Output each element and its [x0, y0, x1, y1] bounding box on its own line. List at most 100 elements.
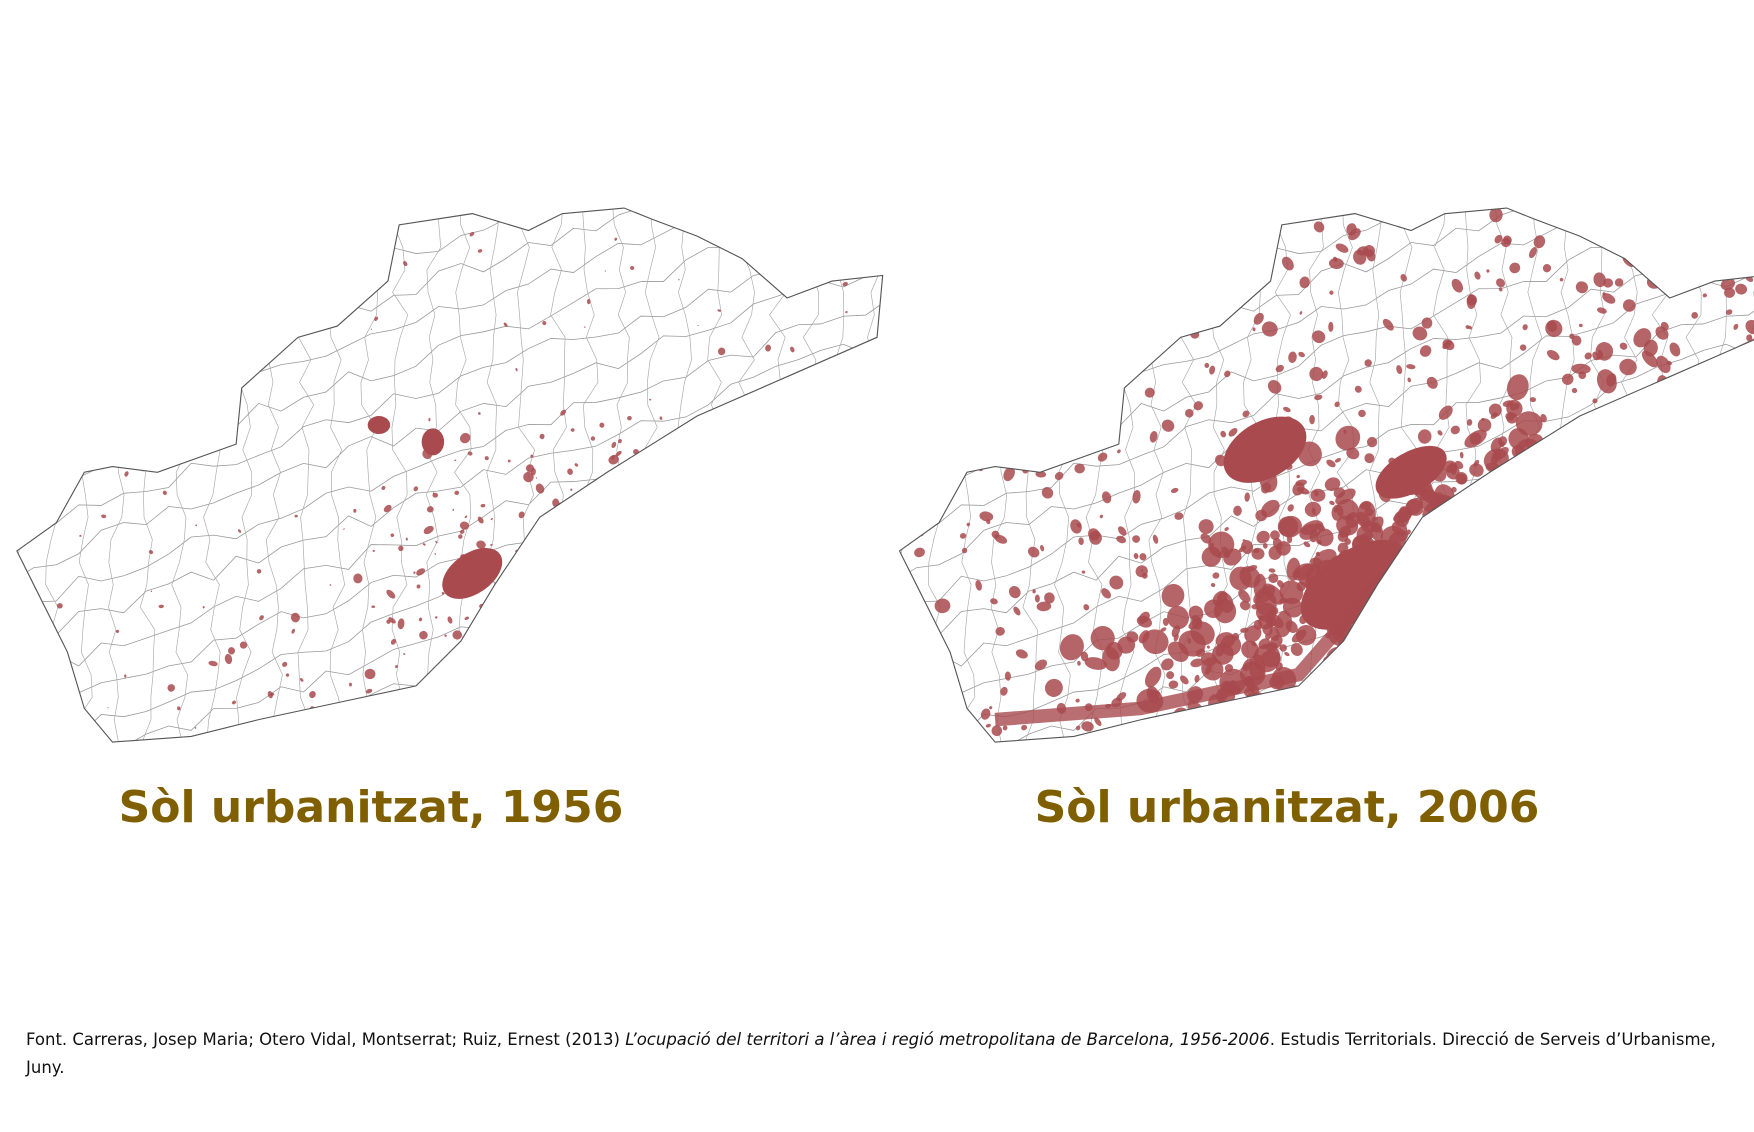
urban-area — [1213, 599, 1237, 624]
urban-area — [1145, 666, 1162, 688]
urban-area — [1109, 575, 1124, 590]
urban-area — [1513, 495, 1525, 503]
urban-area — [1654, 547, 1667, 562]
urban-area — [853, 427, 856, 430]
urban-area — [1027, 546, 1040, 558]
urban-area — [1344, 538, 1351, 545]
urban-area — [1599, 524, 1606, 532]
urban-area — [1735, 426, 1740, 432]
urban-area — [1047, 352, 1055, 358]
urban-area — [1174, 512, 1184, 520]
urban-area — [434, 553, 437, 555]
urban-area — [1209, 365, 1216, 375]
urban-area — [397, 618, 405, 630]
urban-area — [111, 445, 115, 448]
urban-area — [462, 656, 467, 661]
urban-area — [443, 659, 447, 664]
urban-area — [381, 485, 386, 491]
urban-area — [845, 311, 848, 314]
urban-area — [1253, 619, 1263, 630]
urban-area — [518, 511, 525, 519]
urban-area — [1686, 713, 1696, 722]
urban-area — [1380, 607, 1386, 616]
urban-area — [489, 672, 491, 675]
urban-area — [1313, 221, 1325, 233]
urban-area — [1408, 566, 1424, 582]
urban-area — [1708, 505, 1713, 513]
urban-area — [1398, 725, 1414, 742]
urban-area — [1358, 409, 1366, 418]
urban-area — [435, 616, 438, 619]
urban-area — [1477, 482, 1487, 491]
urban-area — [1658, 266, 1673, 281]
urban-area — [959, 533, 967, 539]
urban-area — [1061, 266, 1069, 277]
urban-area — [1740, 650, 1749, 661]
urban-area — [459, 432, 471, 444]
urban-area — [1466, 419, 1473, 426]
urban-area — [934, 598, 951, 614]
urban-area — [1495, 485, 1511, 496]
urban-area — [1691, 592, 1705, 606]
urban-area — [1575, 281, 1588, 294]
urban-area — [477, 412, 481, 415]
urban-area — [1452, 612, 1464, 625]
urban-area — [1284, 701, 1311, 723]
urban-area — [1439, 508, 1451, 522]
urban-area — [1206, 645, 1210, 649]
urban-area — [1044, 381, 1059, 396]
urban-area — [842, 281, 848, 287]
urban-area — [1550, 708, 1559, 719]
urban-area — [493, 589, 503, 597]
urban-area — [1571, 363, 1591, 375]
urban-area — [1044, 592, 1055, 604]
urban-area — [1296, 486, 1310, 495]
urban-area — [72, 406, 75, 409]
urban-area — [1041, 487, 1054, 499]
urban-area — [1584, 352, 1592, 360]
urban-area — [1666, 360, 1672, 366]
urban-area — [1256, 265, 1264, 277]
urban-area — [1092, 331, 1103, 343]
urban-area — [1288, 351, 1297, 363]
boundary — [899, 254, 1754, 582]
urban-area — [1633, 328, 1652, 348]
urban-area — [1313, 490, 1319, 497]
urban-area — [1702, 293, 1707, 298]
urban-area — [1429, 581, 1443, 590]
urban-area — [1477, 653, 1487, 663]
urban-area — [1364, 453, 1375, 464]
urban-area — [45, 411, 48, 414]
urban-area — [1162, 617, 1169, 626]
urban-area — [1494, 494, 1503, 509]
urban-area — [447, 616, 453, 624]
urban-area — [1522, 550, 1526, 555]
boundary — [899, 291, 1754, 606]
urban-area — [1233, 505, 1242, 516]
urban-area — [978, 235, 987, 245]
urban-area — [1268, 606, 1279, 616]
urban-area — [1486, 269, 1490, 273]
urban-area — [1489, 208, 1503, 223]
urban-area — [992, 318, 998, 326]
urban-area — [597, 656, 601, 660]
urban-area — [1167, 605, 1189, 630]
urban-area — [1007, 413, 1022, 426]
urban-area — [1399, 506, 1407, 513]
urban-area — [1258, 694, 1280, 717]
urban-area — [484, 456, 489, 461]
urban-area — [1188, 605, 1204, 622]
urban-area — [1594, 417, 1607, 430]
urban-area — [1673, 690, 1683, 699]
urban-area — [1469, 463, 1484, 477]
urban-area — [804, 526, 810, 531]
urban-area — [107, 707, 109, 709]
urban-area — [149, 232, 152, 235]
urban-area — [1270, 530, 1280, 541]
urban-area — [1239, 600, 1251, 611]
urban-area — [1571, 387, 1578, 394]
urban-area — [464, 515, 468, 519]
urban-area — [1403, 568, 1428, 590]
urban-area — [1090, 625, 1115, 651]
urban-area — [365, 688, 373, 694]
